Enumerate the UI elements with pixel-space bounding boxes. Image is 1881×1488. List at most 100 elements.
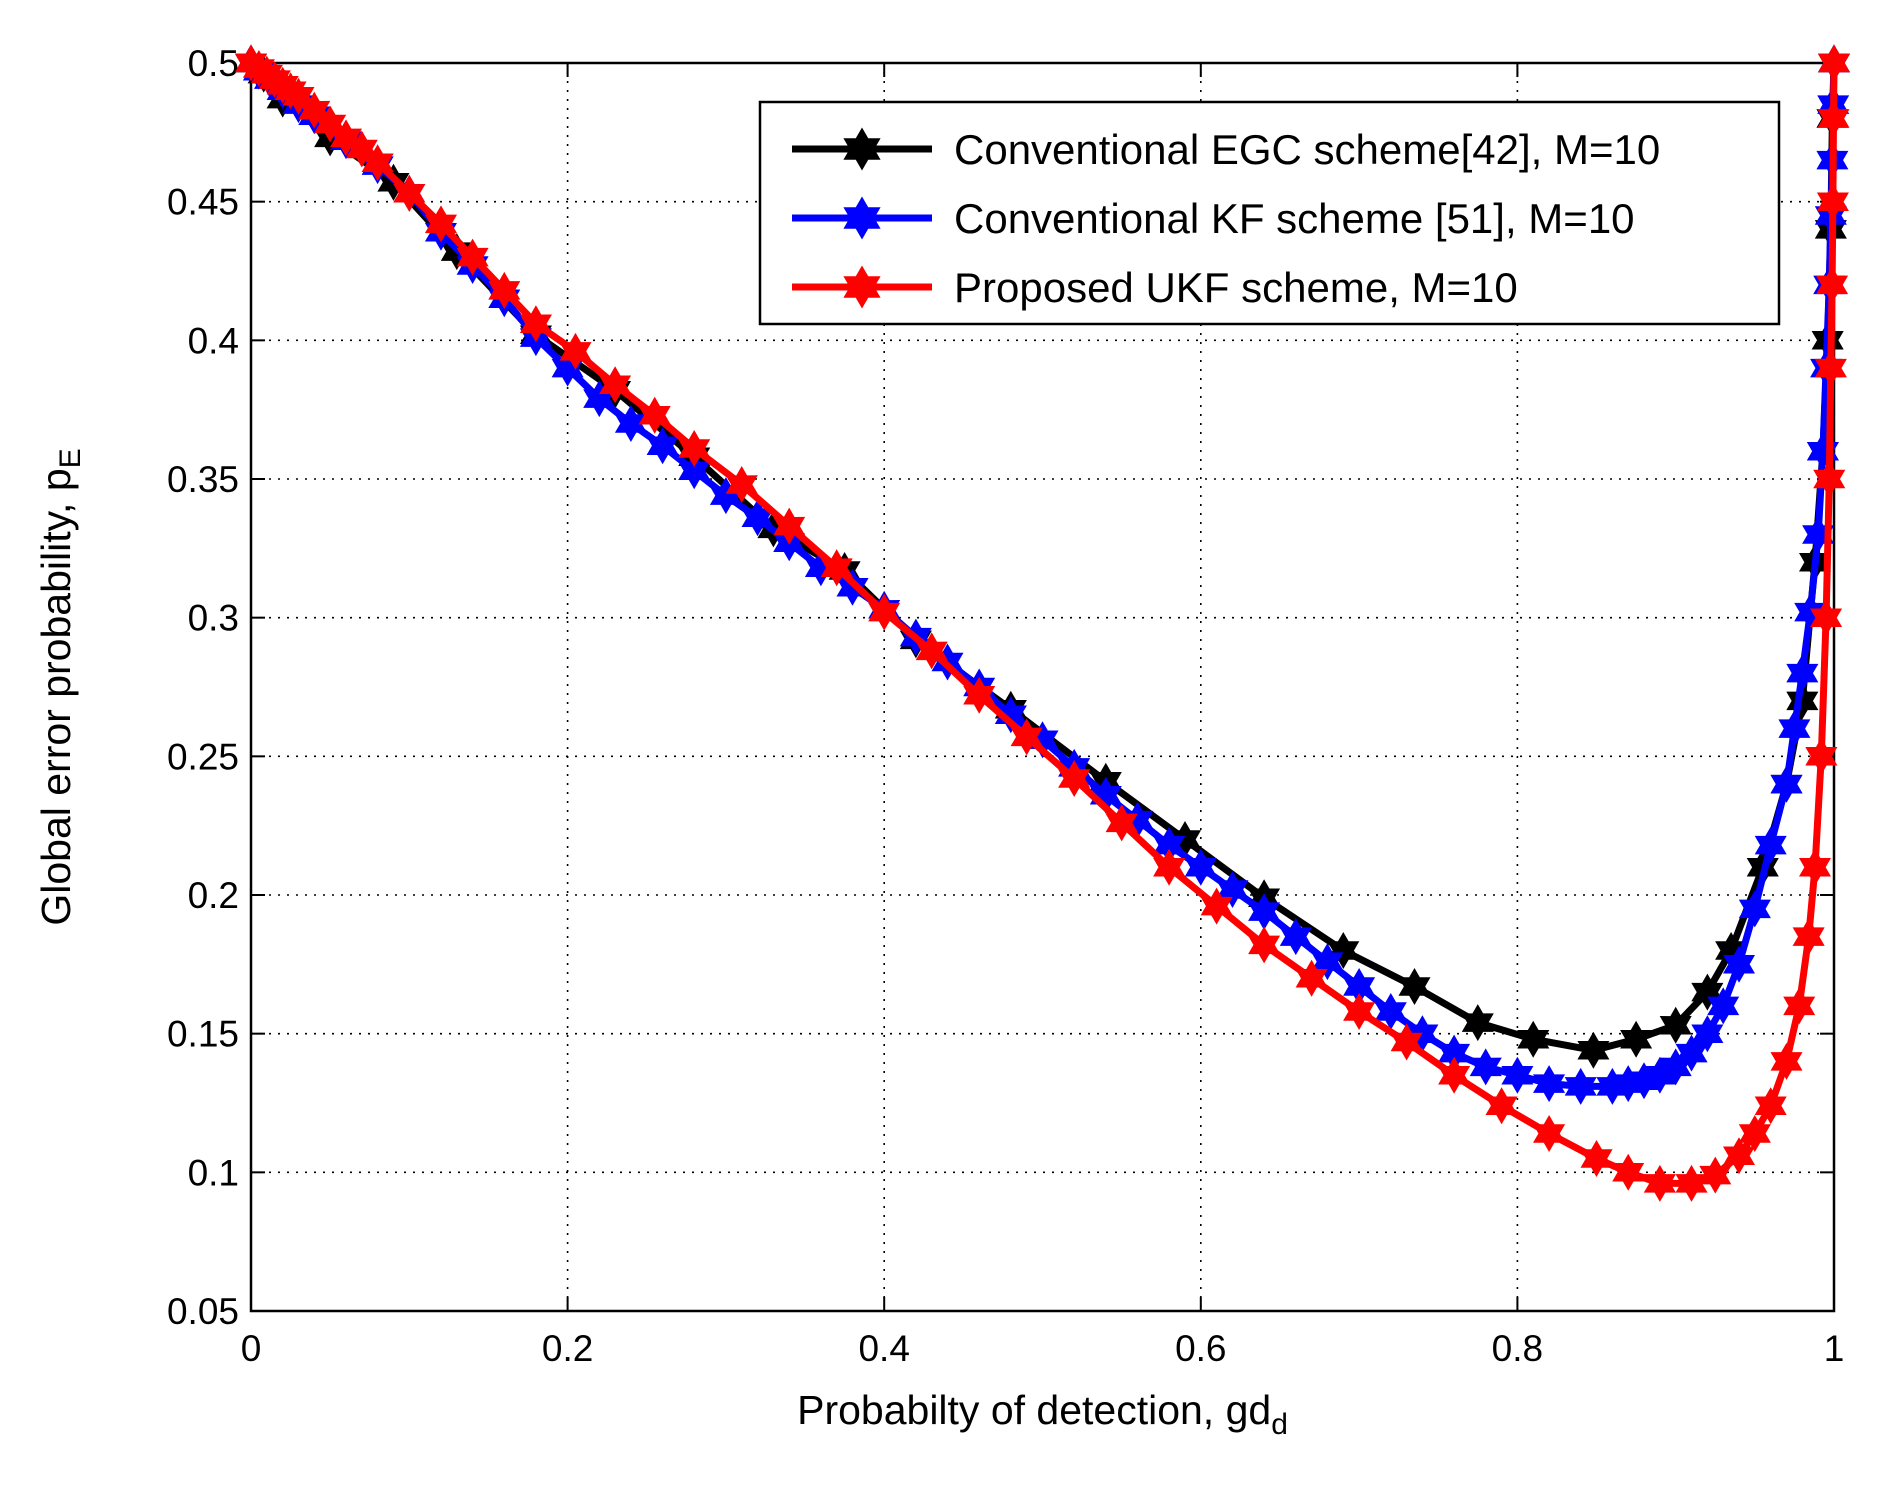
data-point-marker <box>1343 992 1376 1031</box>
axes-box <box>249 61 1836 1313</box>
data-point-marker <box>1620 1020 1653 1058</box>
x-tick-label: 0.2 <box>542 1328 593 1369</box>
y-tick-label: 0.2 <box>188 875 239 916</box>
data-point-marker <box>963 676 996 714</box>
y-axis-label-subscript: E <box>54 448 87 468</box>
data-point-marker <box>1216 870 1249 909</box>
x-tick-label: 0.4 <box>858 1328 909 1369</box>
data-point-marker <box>1200 887 1233 925</box>
x-tick-label: 0.8 <box>1492 1328 1543 1369</box>
data-point-marker <box>1577 1031 1610 1069</box>
legend-label: Conventional EGC scheme[42], M=10 <box>954 126 1660 173</box>
data-point-marker <box>1279 918 1312 956</box>
data-point-marker <box>1799 848 1831 886</box>
data-point-marker <box>1738 890 1771 928</box>
data-point-marker <box>1818 44 1850 82</box>
data-point-marker <box>1438 1056 1471 1094</box>
data-point-marker <box>1058 759 1091 798</box>
axis-labels: Probabilty of detection, gdd Global erro… <box>33 448 1288 1441</box>
data-point-marker <box>1814 349 1847 387</box>
data-point-marker <box>1612 1153 1645 1191</box>
data-point-marker <box>1816 183 1849 221</box>
data-point-marker <box>1754 826 1787 864</box>
data-point-marker <box>456 238 489 276</box>
data-point-marker <box>1184 848 1217 886</box>
data-point-marker <box>1295 959 1328 997</box>
data-point-marker <box>559 332 592 370</box>
data-point-marker <box>1532 1065 1566 1103</box>
y-tick-label: 0.15 <box>167 1014 239 1055</box>
data-point-marker <box>1248 926 1281 964</box>
legend-item: Proposed UKF scheme, M=10 <box>792 264 1518 311</box>
data-point-marker <box>1398 967 1431 1006</box>
legend: Conventional EGC scheme[42], M=10 Convent… <box>758 100 1781 326</box>
x-axis-label-subscript: d <box>1271 1408 1288 1441</box>
data-point-marker <box>1461 1004 1494 1042</box>
data-point-marker <box>1786 654 1819 692</box>
legend-marker <box>843 127 881 171</box>
data-point-marker <box>488 271 521 309</box>
data-point-marker <box>1010 718 1043 756</box>
data-point-marker <box>773 507 806 545</box>
legend-item: Conventional KF scheme [51], M=10 <box>792 195 1635 242</box>
legend-marker <box>843 265 881 309</box>
series-lines <box>235 44 1850 1202</box>
data-point-marker <box>1738 1115 1771 1152</box>
data-point-marker <box>1792 918 1825 956</box>
data-point-marker <box>638 396 671 434</box>
data-point-marker <box>1817 99 1850 138</box>
data-point-marker <box>599 366 632 404</box>
data-point-marker <box>1390 1023 1423 1061</box>
legend-item: Conventional EGC scheme[42], M=10 <box>792 126 1660 173</box>
data-point-marker <box>1485 1087 1518 1125</box>
data-point-marker <box>820 549 853 587</box>
data-point-marker <box>1770 765 1803 803</box>
data-point-marker <box>1754 1087 1787 1125</box>
data-point-marker <box>725 465 758 504</box>
y-tick-label: 0.35 <box>167 459 239 500</box>
data-point-marker <box>1723 945 1755 983</box>
legend-label: Conventional KF scheme [51], M=10 <box>954 195 1635 242</box>
x-axis-label-main: Probabilty of detection, gd <box>797 1387 1271 1433</box>
y-tick-label: 0.3 <box>188 598 239 639</box>
data-point-marker <box>1813 460 1846 498</box>
x-tick-label: 1 <box>1824 1328 1845 1369</box>
data-point-marker <box>1691 1015 1724 1053</box>
legend-marker <box>843 196 881 240</box>
data-point-marker <box>1643 1164 1676 1202</box>
data-point-marker <box>1501 1056 1534 1094</box>
y-axis-label: Global error probability, pE <box>33 448 87 925</box>
data-point-marker <box>1816 266 1849 304</box>
data-point-marker <box>1469 1048 1502 1086</box>
data-point-marker <box>1778 710 1811 748</box>
data-point-marker <box>424 205 458 243</box>
data-point-marker <box>361 144 394 182</box>
data-point-marker <box>1770 1042 1803 1080</box>
data-point-marker <box>1532 1114 1566 1153</box>
x-tick-label: 0 <box>241 1328 262 1369</box>
data-point-marker <box>1105 804 1138 842</box>
y-tick-label: 0.25 <box>167 736 239 777</box>
data-point-marker <box>1153 848 1186 886</box>
legend-label: Proposed UKF scheme, M=10 <box>954 264 1518 311</box>
y-tick-label: 0.05 <box>167 1291 239 1332</box>
axes-frame <box>249 61 1836 1313</box>
axis-ticks: 0 0.2 0.4 0.6 0.8 1 0.05 0.1 0.15 0.2 0.25 0.3 0.35 0… <box>167 43 1844 1369</box>
series-3 <box>235 44 1850 1202</box>
data-point-marker <box>1783 987 1816 1025</box>
data-point-marker <box>1707 987 1740 1025</box>
data-point-marker <box>1805 737 1838 775</box>
data-point-marker <box>393 174 426 212</box>
y-tick-label: 0.1 <box>188 1152 239 1193</box>
data-point-marker <box>519 305 553 343</box>
y-tick-label: 0.4 <box>188 320 239 361</box>
y-tick-label: 0.5 <box>188 43 239 84</box>
data-point-marker <box>1699 1156 1732 1194</box>
data-point-marker <box>1580 1140 1613 1177</box>
data-point-marker <box>1564 1067 1597 1105</box>
data-point-marker <box>1517 1020 1550 1058</box>
data-point-marker <box>1659 1006 1692 1044</box>
y-tick-label: 0.45 <box>167 182 239 223</box>
